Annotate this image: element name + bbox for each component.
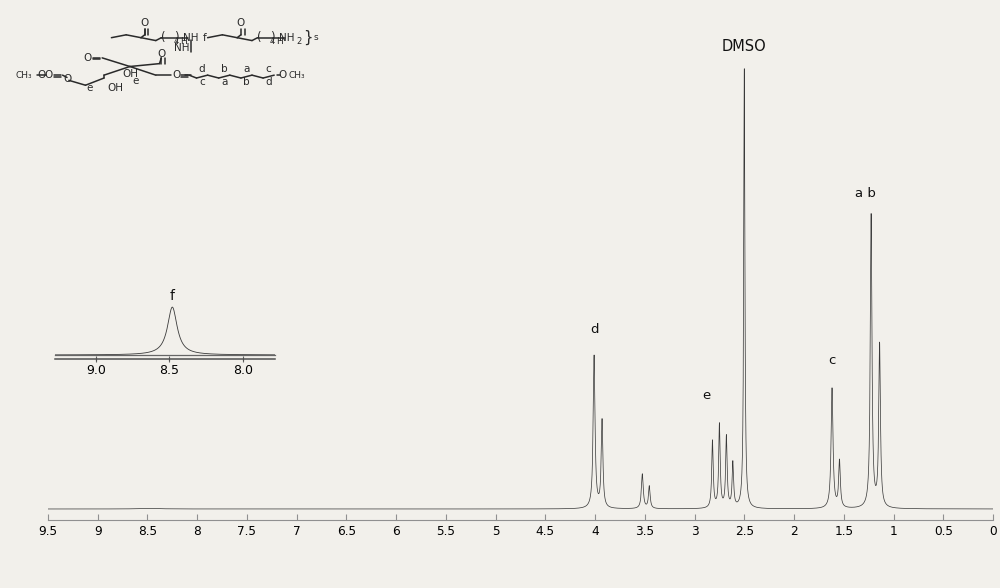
Text: H: H — [276, 36, 283, 46]
Text: CH₃: CH₃ — [15, 71, 32, 79]
Text: }: } — [303, 30, 312, 45]
Text: NH: NH — [183, 33, 199, 43]
Text: a: a — [221, 78, 227, 88]
Text: OH: OH — [122, 69, 138, 79]
Text: b: b — [221, 64, 228, 75]
Text: NH: NH — [174, 43, 189, 53]
Text: c: c — [266, 64, 272, 75]
Text: c: c — [828, 355, 836, 368]
Text: d: d — [265, 78, 272, 88]
Text: H: H — [180, 36, 187, 46]
Text: (: ( — [161, 31, 166, 44]
Text: OH: OH — [107, 83, 123, 93]
Text: d: d — [590, 323, 598, 336]
Text: a b: a b — [855, 188, 876, 201]
Text: ): ) — [270, 31, 275, 44]
Text: O: O — [83, 53, 91, 63]
Text: 4: 4 — [270, 36, 275, 46]
Text: b: b — [243, 78, 250, 88]
Text: O: O — [172, 70, 180, 80]
Text: e: e — [132, 76, 139, 86]
Text: c: c — [199, 78, 205, 88]
Text: O: O — [63, 75, 71, 85]
Text: d: d — [199, 64, 205, 75]
Text: (: ( — [257, 31, 262, 44]
Text: s: s — [313, 33, 318, 42]
Text: O: O — [157, 49, 165, 59]
Text: e: e — [702, 389, 710, 402]
Text: e: e — [86, 83, 92, 93]
Text: 2: 2 — [297, 36, 302, 46]
Text: NH: NH — [279, 33, 295, 43]
Text: f: f — [170, 289, 175, 303]
Text: O: O — [44, 70, 53, 80]
Text: a: a — [243, 64, 250, 75]
Text: O: O — [141, 18, 149, 28]
Text: O: O — [237, 18, 245, 28]
Text: 4: 4 — [174, 36, 179, 46]
Text: O: O — [278, 70, 286, 80]
Text: O: O — [37, 70, 45, 80]
Text: DMSO: DMSO — [722, 39, 767, 54]
Text: f: f — [203, 33, 207, 43]
Text: ): ) — [174, 31, 178, 44]
Text: CH₃: CH₃ — [288, 71, 305, 79]
